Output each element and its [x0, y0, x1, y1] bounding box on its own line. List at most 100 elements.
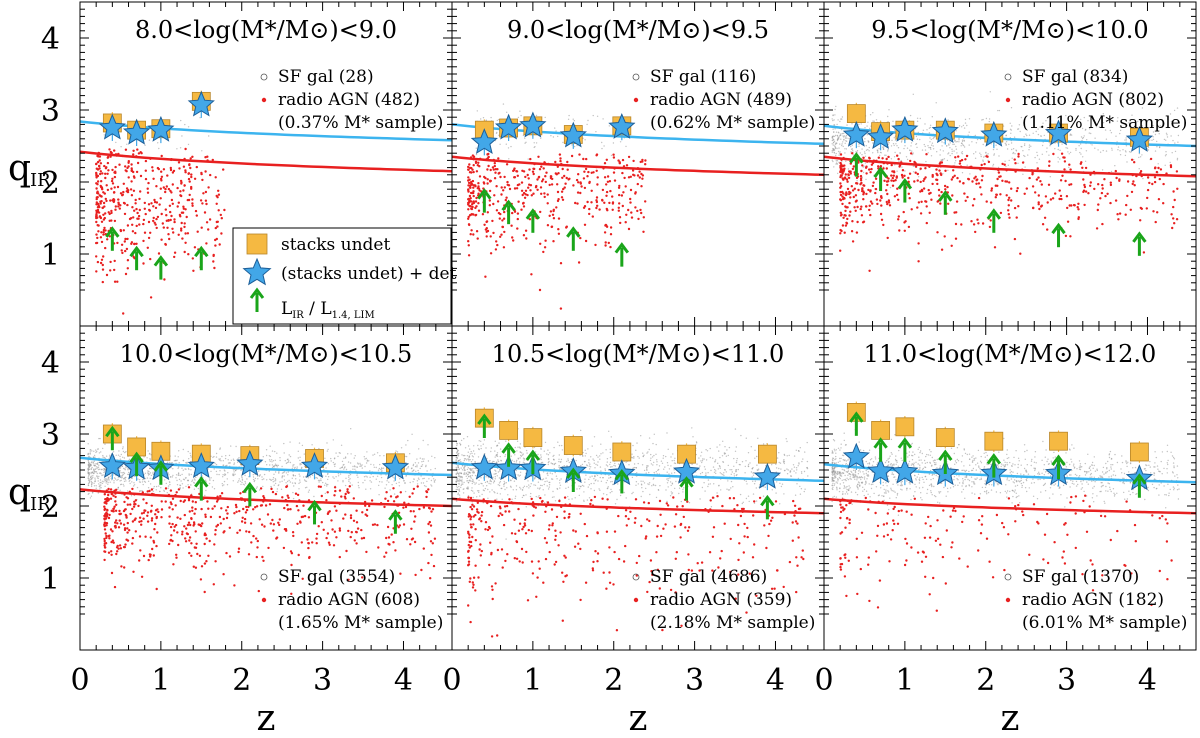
sf-galaxy-point [90, 449, 92, 451]
agn-point [857, 188, 860, 192]
sf-galaxy-point [845, 134, 848, 137]
agn-point [226, 512, 229, 515]
sf-galaxy-point [1147, 146, 1150, 149]
agn-point [140, 575, 144, 578]
agn-point [596, 176, 599, 179]
agn-point [431, 508, 435, 511]
agn-point [640, 211, 643, 215]
agn-point [595, 206, 598, 210]
agn-point [100, 240, 104, 244]
sf-galaxy-point [275, 479, 277, 481]
agn-point [109, 528, 113, 531]
agn-point [500, 186, 503, 189]
sf-galaxy-point [502, 103, 505, 105]
agn-point [392, 487, 395, 490]
agn-point [104, 176, 107, 180]
agn-point [557, 232, 561, 235]
sf-galaxy-point [274, 459, 276, 461]
agn-point [286, 503, 289, 507]
agn-point [966, 195, 969, 199]
sf-galaxy-point [867, 140, 869, 142]
sf-galaxy-point [973, 153, 975, 155]
agn-point [106, 188, 110, 192]
agn-point [1001, 179, 1004, 182]
sf-galaxy-point [259, 474, 262, 476]
sf-galaxy-point [988, 120, 990, 123]
agn-point [195, 165, 198, 169]
agn-point [630, 211, 633, 214]
agn-point [528, 168, 531, 171]
agn-point [209, 515, 213, 519]
agn-point [110, 492, 114, 496]
agn-point [644, 163, 647, 166]
sf-galaxy-point [1017, 162, 1019, 164]
agn-point [534, 186, 538, 189]
agn-point [921, 189, 924, 193]
agn-point [1060, 197, 1063, 201]
agn-point [501, 219, 504, 222]
sf-galaxy-point [147, 472, 150, 475]
sf-galaxy-point [299, 481, 301, 483]
sf-galaxy-point [975, 151, 977, 153]
agn-point [980, 179, 984, 182]
agn-point [164, 208, 167, 211]
agn-point [1162, 182, 1165, 186]
sf-galaxy-point [92, 475, 94, 477]
sf-galaxy-point [163, 490, 165, 492]
agn-point [888, 204, 892, 207]
agn-threshold-curve [80, 150, 452, 173]
panel-ticks [79, 1, 453, 326]
agn-point [385, 491, 388, 494]
sf-galaxy-point [867, 121, 869, 124]
sf-galaxy-point [120, 453, 123, 456]
star-marker [98, 113, 126, 140]
agn-point [167, 219, 170, 222]
agn-point [131, 206, 134, 209]
agn-point [540, 192, 543, 195]
sf-galaxy-point [224, 457, 227, 460]
agn-point [488, 204, 491, 207]
sf-galaxy-point [843, 132, 845, 135]
agn-point [114, 521, 117, 524]
agn-point [524, 175, 527, 179]
agn-point [103, 493, 107, 496]
agn-point [1077, 216, 1081, 219]
sf-galaxy-point [149, 467, 151, 470]
agn-point [430, 553, 433, 557]
agn-point [99, 162, 103, 165]
agn-point [171, 508, 174, 511]
sf-galaxy-point [187, 126, 190, 128]
sf-galaxy-point [180, 119, 182, 122]
agn-point [132, 189, 136, 192]
agn-point [537, 155, 540, 158]
sf-galaxy-point [274, 471, 277, 473]
sf-galaxy-point [573, 145, 576, 148]
agn-point [1125, 203, 1128, 207]
sf-galaxy-point [992, 148, 995, 151]
agn-point [270, 487, 273, 491]
sf-galaxy-point [126, 143, 128, 145]
agn-point [126, 190, 130, 194]
agn-point [846, 180, 849, 183]
sf-galaxy-point [1069, 151, 1072, 154]
sf-galaxy-point [872, 120, 874, 122]
agn-point [1153, 176, 1157, 179]
agn-point [103, 544, 106, 547]
agn-point [146, 246, 149, 249]
agn-legend-label: radio AGN (489) [650, 90, 792, 110]
agn-point [200, 226, 203, 229]
sf-galaxy-point [242, 483, 244, 485]
sf-galaxy-point [1041, 144, 1044, 147]
agn-point [607, 241, 610, 245]
sf-galaxy-point [169, 476, 172, 478]
sf-galaxy-point [1023, 136, 1025, 138]
sf-galaxy-point [405, 455, 408, 458]
sf-galaxy-point [119, 455, 121, 458]
sf-galaxy-point [322, 481, 324, 484]
sf-galaxy-point [119, 489, 121, 491]
sf-galaxy-point [348, 480, 350, 483]
agn-point [164, 190, 167, 194]
sf-galaxy-point [378, 484, 380, 487]
agn-point [953, 174, 956, 177]
sf-galaxy-point [421, 458, 424, 460]
